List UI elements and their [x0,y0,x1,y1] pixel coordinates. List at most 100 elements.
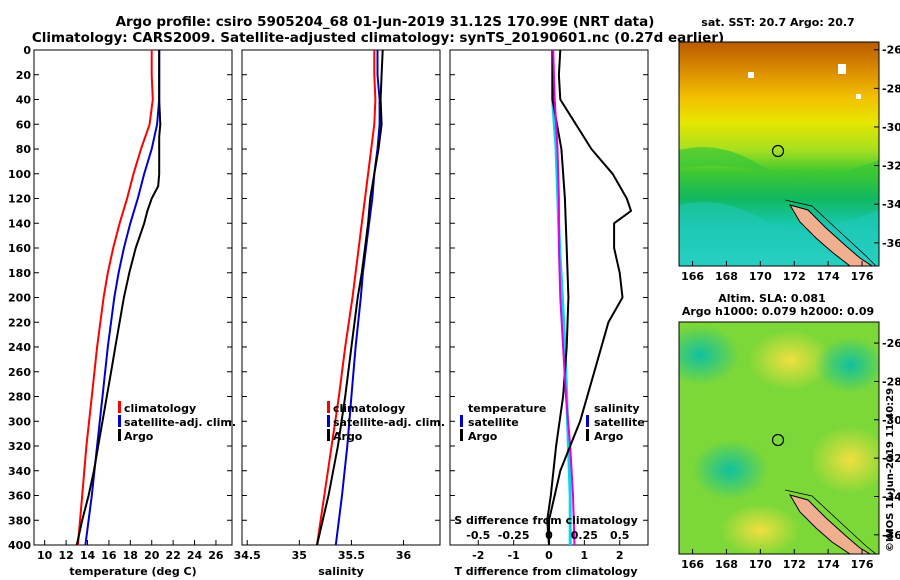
sla-lon-ticks: 166 168 170 172 174 176 [681,549,874,571]
sla-map-title2: Argo h1000: 0.079 h2000: 0.09 [682,305,874,318]
x-tick-label: 35 [292,549,307,562]
lat-tick-label: -26 [882,337,900,350]
depth-tick-label: 220 [8,316,31,329]
depth-tick-label: 260 [8,366,31,379]
sla-low-anomaly [692,440,768,500]
lon-tick-label: 170 [749,558,772,571]
legend-satellite: satellite-adj. clim. [124,416,236,429]
sst-front [679,147,879,178]
salinity-difference-tick-label: 0.5 [610,529,630,542]
legend-swatch-t-satellite [460,415,463,427]
lat-tick-label: -26 [882,44,900,57]
sla-map-frame [678,321,880,555]
difference-xlabel: T difference from climatology [454,565,637,578]
temperature-depth-ticks: 0 20 40 60 80 100 120 140 160 180 200 220 240 260 280 3… [8,44,232,552]
x-tick-label: 36 [396,549,412,562]
sst-missing-data [748,72,754,78]
sla-map-title1: Altim. SLA: 0.081 [718,292,825,305]
legend-argo: Argo [124,430,154,443]
series-line-temperature-satellite [551,50,572,545]
lat-tick-label: -32 [882,160,900,173]
salinity-difference-tick-label: -0.5 [466,529,490,542]
depth-tick-label: 100 [8,168,31,181]
lat-tick-label: -36 [882,237,900,250]
sla-high-anomaly [720,504,800,554]
legend-argo: Argo [333,430,363,443]
legend-swatch-s-satellite [586,415,589,427]
temperature-axes-frame [33,49,233,546]
legend-s-argo: Argo [594,430,624,443]
x-tick-label: 16 [101,549,117,562]
sst-lat-ticks: -26 -28 -30 -32 -34 -36 [874,44,900,250]
depth-tick-label: 140 [8,217,31,230]
sla-low-anomaly [679,325,740,385]
salinity-xlabel: salinity [318,565,364,578]
salinity-legend: climatology satellite-adj. clim. Argo [327,401,445,443]
land-coastline-contour [784,489,877,554]
salinity-difference-tick-label: 0 [545,529,553,542]
difference-axes-frame [449,49,649,546]
lat-tick-label: -34 [882,490,900,503]
salinity-axes-frame [241,49,441,546]
depth-tick-label: 40 [16,94,32,107]
salinity-difference-tick-label: -0.25 [498,529,530,542]
series-line-salinity-argo [548,49,632,545]
sst-missing-data [838,64,846,74]
lon-tick-label: 166 [681,558,704,571]
depth-tick-label: 320 [8,440,31,453]
series-line-satellite-adj-clim- [84,50,161,546]
difference-depth-ticks [450,49,648,546]
lon-tick-label: 172 [783,270,806,283]
lon-tick-label: 166 [681,270,704,283]
x-tick-label: 1 [581,549,589,562]
x-tick-label: 2 [616,549,624,562]
depth-tick-label: 180 [8,267,31,280]
legend-salinity-title: salinity [594,402,640,415]
temperature-panel: 0 20 40 60 80 100 120 140 160 180 200 220 240 260 280 3… [8,44,236,578]
difference-legend-salinity: salinity satellite Argo [586,402,645,443]
depth-tick-label: 240 [8,341,31,354]
legend-climatology: climatology [333,402,405,415]
sla-lat-ticks: -26 -28 -30 -32 -34 -36 [874,337,900,542]
legend-swatch-argo [327,429,330,441]
depth-tick-label: 160 [8,242,31,255]
depth-tick-label: 60 [16,118,32,131]
land-coastline-contour [784,199,877,266]
legend-swatch-satellite [327,415,330,427]
lat-tick-label: -36 [882,529,900,542]
depth-tick-label: 360 [8,490,31,503]
x-tick-label: 24 [187,549,203,562]
lon-tick-label: 176 [851,558,874,571]
legend-satellite: satellite-adj. clim. [333,416,445,429]
depth-tick-label: 300 [8,415,31,428]
lon-tick-label: 176 [851,270,874,283]
lon-tick-label: 172 [783,558,806,571]
x-tick-label: 22 [165,549,180,562]
difference-legend-temperature: temperature satellite Argo [460,402,546,443]
lon-tick-label: 174 [817,270,840,283]
sst-argo-location-marker [771,144,785,158]
lat-tick-label: -28 [882,82,900,95]
series-line-climatology [316,50,377,546]
legend-swatch-t-argo [460,429,463,441]
x-tick-label: 20 [144,549,160,562]
x-tick-label: 34.5 [234,549,261,562]
legend-swatch-climatology [327,401,330,413]
depth-tick-label: 400 [8,539,31,552]
depth-tick-label: 200 [8,292,31,305]
legend-swatch-satellite [118,415,121,427]
salinity-difference-ticks: -0.5 -0.25 0 0.25 0.5 [466,529,629,542]
depth-tick-label: 380 [8,514,31,527]
depth-tick-label: 280 [8,391,31,404]
x-tick-label: 12 [58,549,73,562]
legend-t-satellite: satellite [468,416,519,429]
lon-tick-label: 168 [715,270,738,283]
temperature-xlabel: temperature (deg C) [69,565,196,578]
lat-tick-label: -32 [882,452,900,465]
title-line2: Climatology: CARS2009. Satellite-adjuste… [32,30,724,46]
lon-tick-label: 168 [715,558,738,571]
legend-swatch-argo [118,429,121,441]
lon-tick-label: 174 [817,558,840,571]
lat-tick-label: -28 [882,375,900,388]
credit-timestamp: ©IMOS 11-Jun-2019 11:40:29 [885,388,896,552]
